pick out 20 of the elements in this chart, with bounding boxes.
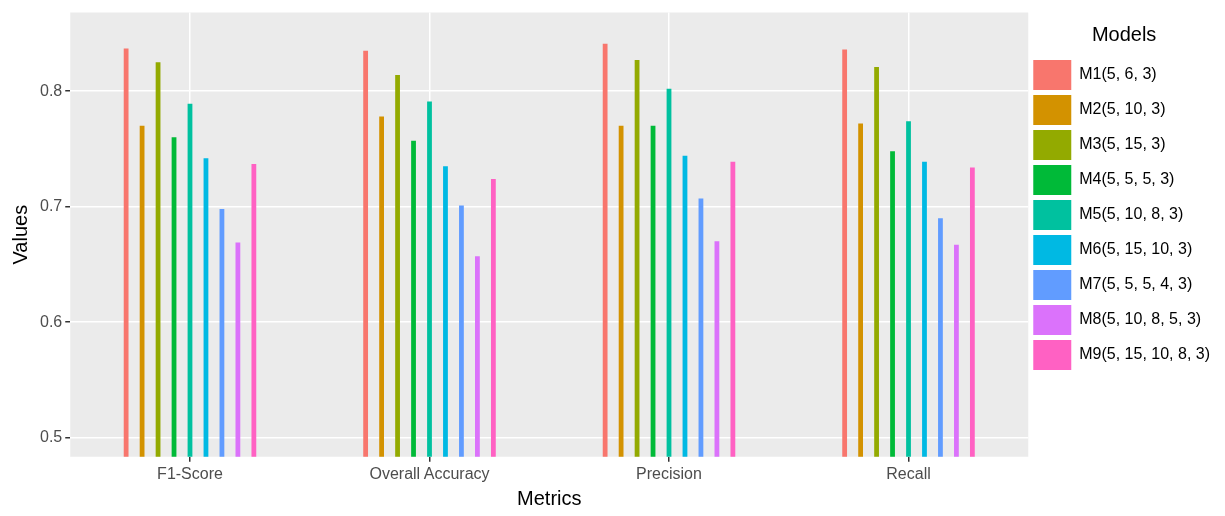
y-tick-label: 0.6 bbox=[39, 312, 63, 330]
y-tick-label: 0.8 bbox=[39, 81, 63, 99]
x-tick-label: F1-Score bbox=[157, 464, 223, 482]
x-tick-label: Overall Accuracy bbox=[369, 464, 490, 482]
y-axis-title: Values bbox=[8, 204, 31, 265]
x-tick-label: Recall bbox=[886, 464, 931, 482]
x-tick-label: Precision bbox=[636, 464, 702, 482]
y-tick-label: 0.7 bbox=[39, 197, 63, 215]
legend-label: M1(5, 6, 3) bbox=[1079, 65, 1157, 83]
legend-label: M8(5, 10, 8, 5, 3) bbox=[1079, 310, 1202, 328]
y-tick-label: 0.5 bbox=[39, 428, 63, 446]
legend-label: M2(5, 10, 3) bbox=[1079, 100, 1166, 118]
x-axis-title: Metrics bbox=[517, 486, 582, 509]
legend-label: M6(5, 15, 10, 3) bbox=[1079, 240, 1193, 258]
legend-label: M4(5, 5, 5, 3) bbox=[1079, 170, 1175, 188]
legend-label: M5(5, 10, 8, 3) bbox=[1079, 205, 1184, 223]
legend-label: M9(5, 15, 10, 8, 3) bbox=[1079, 345, 1210, 363]
legend-label: M7(5, 5, 5, 4, 3) bbox=[1079, 275, 1193, 293]
legend-title: Models bbox=[1091, 22, 1157, 45]
legend-label: M3(5, 15, 3) bbox=[1079, 135, 1166, 153]
